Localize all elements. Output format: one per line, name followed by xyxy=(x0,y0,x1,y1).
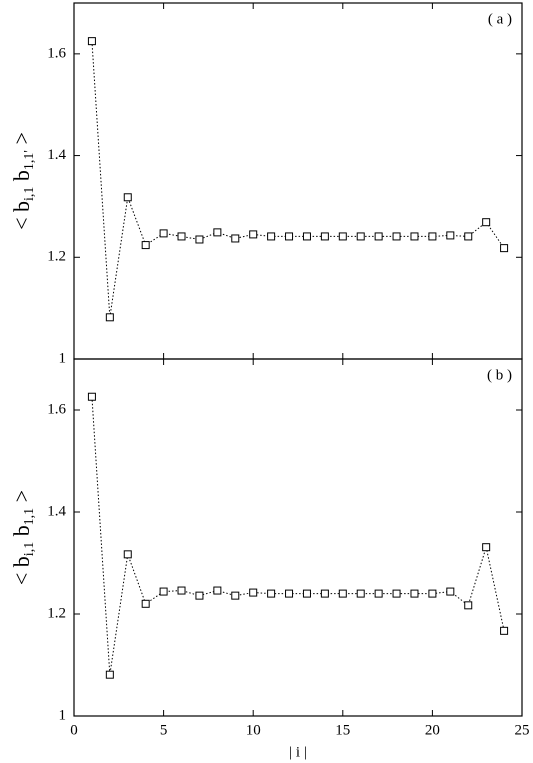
panel-annotation: ( b ) xyxy=(487,367,512,383)
data-marker xyxy=(374,232,383,241)
data-marker xyxy=(159,229,168,238)
x-tick-label: 20 xyxy=(425,722,440,738)
data-marker xyxy=(177,232,186,241)
y-tick-label: 1.6 xyxy=(47,401,66,417)
y-axis-label-part: > xyxy=(9,490,34,508)
x-tick-label: 25 xyxy=(515,722,530,738)
data-line xyxy=(91,41,505,318)
y-axis-label-part: i,1 xyxy=(22,542,37,556)
y-axis-label: < bi,1 b1,1 > xyxy=(9,490,37,585)
data-marker xyxy=(285,232,294,241)
plot-frame xyxy=(73,358,523,717)
data-marker xyxy=(500,626,509,635)
data-marker xyxy=(285,589,294,598)
data-marker xyxy=(338,232,347,241)
y-axis-label-part: b xyxy=(9,170,34,187)
panel-annotation: ( a ) xyxy=(488,11,512,27)
data-marker xyxy=(446,231,455,240)
data-marker xyxy=(392,589,401,598)
x-tick-label: 0 xyxy=(70,722,78,738)
data-marker xyxy=(428,589,437,598)
data-marker xyxy=(410,589,419,598)
y-axis-label-part: i,1 xyxy=(22,187,37,201)
data-marker xyxy=(249,588,258,597)
y-tick-label: 1 xyxy=(59,707,67,723)
data-marker xyxy=(105,670,114,679)
y-axis-label-part: b xyxy=(9,525,34,542)
y-tick-label: 1 xyxy=(59,350,67,366)
data-marker xyxy=(267,589,276,598)
data-marker xyxy=(231,591,240,600)
y-axis-label-part: > xyxy=(9,132,34,150)
x-axis-label: | i | xyxy=(289,744,307,760)
data-marker xyxy=(213,586,222,595)
data-marker xyxy=(338,589,347,598)
data-marker xyxy=(123,550,132,559)
y-axis-label-part: < b xyxy=(9,556,34,585)
data-marker xyxy=(464,601,473,610)
data-marker xyxy=(159,587,168,596)
plot-frame xyxy=(73,2,523,360)
data-marker xyxy=(320,589,329,598)
data-marker xyxy=(105,313,114,322)
data-marker xyxy=(464,232,473,241)
x-tick-label: 5 xyxy=(160,722,168,738)
data-line xyxy=(91,396,505,675)
y-axis-label-part: 1,1 xyxy=(22,508,37,526)
data-marker xyxy=(249,230,258,239)
data-marker xyxy=(356,589,365,598)
data-marker xyxy=(446,587,455,596)
data-marker xyxy=(87,392,96,401)
data-marker xyxy=(410,232,419,241)
data-marker xyxy=(213,228,222,237)
data-marker xyxy=(302,589,311,598)
y-axis-label: < bi,1 b1,1' > xyxy=(9,132,37,230)
data-marker xyxy=(392,232,401,241)
data-marker xyxy=(177,586,186,595)
y-tick-label: 1.4 xyxy=(47,147,66,163)
y-tick-label: 1.4 xyxy=(47,503,66,519)
data-marker xyxy=(141,241,150,250)
data-marker xyxy=(500,244,509,253)
x-tick-label: 15 xyxy=(335,722,350,738)
data-marker xyxy=(267,232,276,241)
y-axis-label-part: 1,1' xyxy=(22,150,37,170)
x-tick-label: 10 xyxy=(246,722,261,738)
data-marker xyxy=(87,37,96,46)
data-marker xyxy=(428,232,437,241)
data-marker xyxy=(374,589,383,598)
data-marker xyxy=(141,599,150,608)
y-tick-label: 1.2 xyxy=(47,249,66,265)
data-marker xyxy=(302,232,311,241)
y-axis-label-part: < b xyxy=(9,201,34,230)
data-marker xyxy=(356,232,365,241)
data-marker xyxy=(231,234,240,243)
data-marker xyxy=(482,218,491,227)
data-marker xyxy=(320,232,329,241)
data-marker xyxy=(195,591,204,600)
data-marker xyxy=(482,543,491,552)
y-tick-label: 1.2 xyxy=(47,605,66,621)
data-marker xyxy=(195,235,204,244)
y-tick-label: 1.6 xyxy=(47,45,66,61)
data-marker xyxy=(123,193,132,202)
